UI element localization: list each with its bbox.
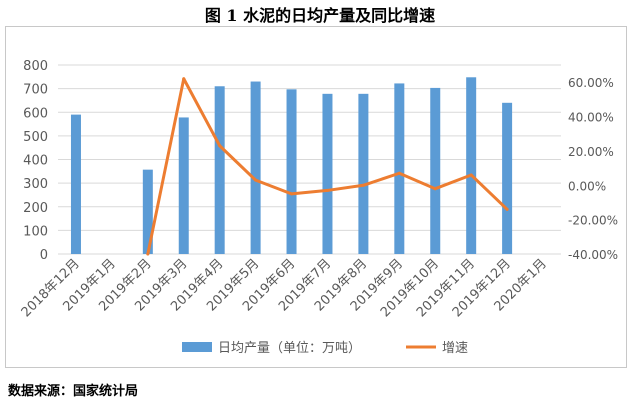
growth-point: [218, 144, 222, 148]
growth-point: [397, 171, 401, 175]
right-axis-tick-label: 60.00%: [568, 76, 614, 90]
growth-point: [469, 173, 473, 177]
growth-point: [254, 178, 258, 182]
right-axis-tick-label: -20.00%: [568, 214, 618, 228]
right-axis-tick-label: 0.00%: [568, 179, 606, 193]
bar: [142, 169, 153, 254]
left-axis-tick-label: 600: [23, 106, 48, 121]
right-axis-tick-label: 40.00%: [568, 111, 614, 125]
bar: [250, 81, 261, 254]
bar: [70, 114, 81, 254]
left-axis-tick-label: 300: [23, 177, 48, 192]
growth-point: [325, 188, 329, 192]
growth-point: [290, 192, 294, 196]
bar: [358, 93, 369, 254]
legend-bar-label: 日均产量（单位：万吨）: [218, 341, 361, 356]
bar: [466, 77, 477, 254]
combo-chart: 0 100 200 300 400 500 600 700 800 -40.00% -20.00% 0…: [19, 59, 618, 356]
chart-frame: 0 100 200 300 400 500 600 700 800 -40.00% -20.00% 0…: [5, 26, 627, 368]
right-axis-tick-label: 20.00%: [568, 145, 614, 159]
growth-point: [505, 207, 509, 211]
bar: [178, 117, 189, 254]
bar: [430, 87, 441, 254]
bar: [502, 102, 513, 254]
growth-point: [361, 183, 365, 187]
left-axis-tick-label: 200: [23, 201, 48, 216]
bar: [286, 89, 297, 254]
left-axis-tick-label: 500: [23, 130, 48, 145]
left-axis-tick-label: 800: [23, 59, 48, 74]
bar: [214, 86, 225, 254]
legend-line-label: 增速: [442, 341, 468, 356]
left-axis-tick-label: 100: [23, 224, 48, 239]
growth-point: [146, 252, 150, 256]
bar: [322, 93, 333, 254]
left-axis-tick-label: 0: [40, 248, 48, 263]
right-axis-tick-label: -40.00%: [568, 248, 618, 262]
figure-title: 图 1 水泥的日均产量及同比增速: [204, 6, 436, 25]
left-axis-tick-label: 400: [23, 154, 48, 169]
growth-point: [433, 187, 437, 191]
growth-point: [182, 77, 186, 81]
bar: [394, 83, 405, 254]
data-source: 数据来源：国家统计局: [8, 384, 139, 399]
legend-bar-swatch: [182, 342, 212, 352]
left-axis-tick-label: 700: [23, 83, 48, 98]
